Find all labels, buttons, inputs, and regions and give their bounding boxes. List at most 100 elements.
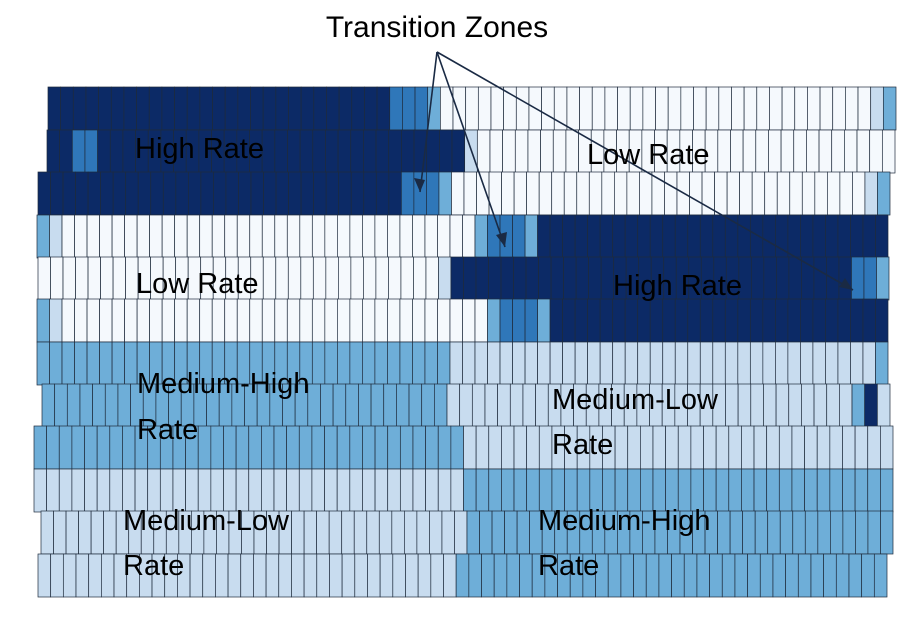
cell — [816, 425, 831, 470]
cell — [437, 214, 451, 259]
cell — [750, 256, 765, 301]
cell — [737, 298, 751, 343]
cell — [286, 298, 301, 343]
cell — [449, 214, 463, 259]
cell — [287, 256, 302, 301]
cell — [311, 425, 325, 470]
cell — [522, 383, 536, 428]
label-medium-low-left-1: Medium-Low — [123, 505, 290, 537]
cell — [712, 341, 726, 386]
cell — [699, 341, 714, 386]
cell — [148, 86, 163, 131]
cell — [753, 468, 768, 513]
cell — [549, 298, 563, 343]
cell — [475, 256, 489, 301]
cell — [324, 425, 338, 470]
cell — [438, 256, 452, 301]
cell — [197, 425, 212, 470]
cell — [588, 256, 602, 301]
label-row4-high-rate: High Rate — [613, 270, 742, 302]
cell — [787, 341, 801, 386]
cell — [882, 86, 897, 131]
cell — [477, 86, 492, 131]
cell — [488, 256, 502, 301]
cell — [90, 510, 105, 555]
cell — [728, 425, 742, 470]
cell — [549, 214, 563, 259]
cell — [652, 425, 666, 470]
cell — [248, 425, 262, 470]
cell — [687, 341, 701, 386]
label-medium-high-left-1: Medium-High — [137, 368, 309, 400]
cell — [199, 298, 213, 343]
cell — [712, 298, 726, 343]
cell — [86, 341, 100, 386]
cell — [375, 129, 390, 174]
cell — [689, 171, 703, 216]
cell — [475, 425, 490, 470]
cell — [793, 129, 807, 174]
cell — [699, 298, 714, 343]
cell — [787, 298, 801, 343]
cell — [633, 553, 647, 598]
cell — [775, 298, 789, 343]
cell — [261, 425, 275, 470]
cell — [812, 341, 826, 386]
cell — [613, 171, 628, 216]
cell — [674, 214, 689, 259]
cell — [236, 298, 251, 343]
cell — [375, 171, 390, 216]
cell — [250, 171, 264, 216]
cell — [800, 341, 814, 386]
cell-row — [37, 553, 888, 598]
cell — [61, 214, 75, 259]
cell — [41, 383, 56, 428]
cell — [87, 256, 101, 301]
cell — [337, 129, 352, 174]
cell — [387, 341, 401, 386]
cell — [642, 86, 656, 131]
cell — [862, 298, 876, 343]
cell — [341, 553, 356, 598]
cell — [275, 256, 289, 301]
cell — [376, 86, 391, 131]
cell-row — [47, 86, 897, 131]
cell — [864, 383, 878, 428]
cell — [516, 510, 530, 555]
cell — [563, 256, 577, 301]
cell — [612, 214, 626, 259]
cell — [699, 214, 714, 259]
cell — [687, 214, 701, 259]
cell — [513, 256, 527, 301]
cell — [687, 298, 701, 343]
cell — [62, 553, 77, 598]
cell — [60, 86, 74, 131]
cell — [624, 298, 639, 343]
cell — [396, 383, 410, 428]
cell — [877, 171, 891, 216]
cell — [856, 129, 871, 174]
cell — [100, 256, 114, 301]
cell — [604, 86, 618, 131]
cell — [399, 298, 413, 343]
cell — [188, 171, 202, 216]
cell — [474, 341, 488, 386]
cell — [819, 86, 834, 131]
cell — [500, 256, 514, 301]
cell — [186, 298, 201, 343]
cell — [579, 86, 593, 131]
cell — [767, 510, 781, 555]
cell — [36, 341, 50, 386]
cell — [762, 298, 776, 343]
cell — [504, 510, 518, 555]
cell — [683, 553, 698, 598]
cell — [850, 214, 864, 259]
cell — [362, 214, 376, 259]
cell — [763, 256, 777, 301]
cell — [862, 341, 876, 386]
cell — [762, 214, 776, 259]
cell — [839, 171, 853, 216]
cell-rows — [33, 86, 897, 598]
cell — [237, 86, 251, 131]
cell — [513, 468, 528, 513]
